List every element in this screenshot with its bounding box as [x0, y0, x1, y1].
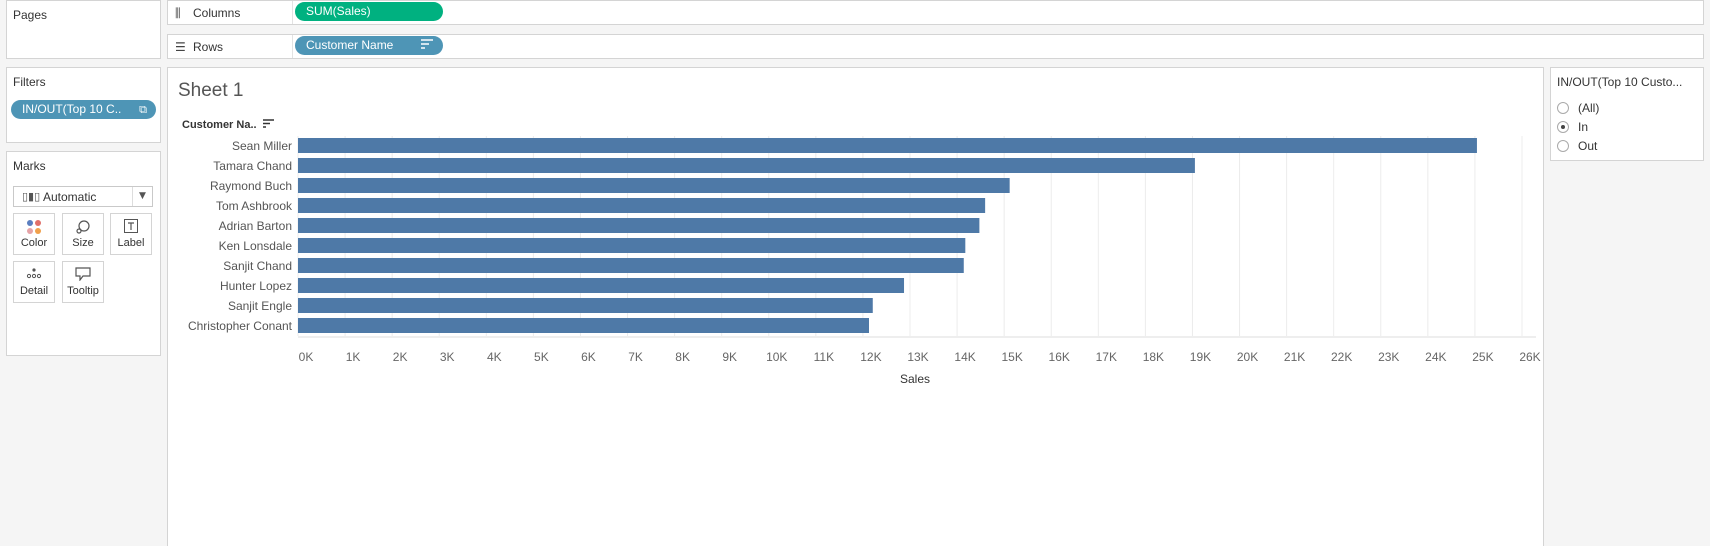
size-icon	[63, 219, 103, 237]
filter-pill-label: IN/OUT(Top 10 C..	[22, 102, 122, 116]
label-button[interactable]: Label	[110, 213, 152, 255]
radio-out-label: Out	[1578, 139, 1598, 153]
bar-chart-icon: ▯▮▯	[22, 190, 41, 203]
columns-label: Columns	[193, 6, 241, 20]
dropdown-arrow-icon: ▼	[132, 187, 152, 206]
color-button[interactable]: Color	[13, 213, 55, 255]
row-header-label: Customer Na..	[182, 119, 257, 131]
radio-out[interactable]	[1557, 140, 1569, 152]
sort-icon	[421, 36, 433, 55]
size-button[interactable]: Size	[62, 213, 104, 255]
label-icon	[111, 219, 151, 237]
radio-all-label: (All)	[1578, 101, 1600, 115]
shelf-divider	[292, 1, 293, 24]
detail-icon	[14, 267, 54, 285]
detail-button[interactable]: Detail	[13, 261, 55, 303]
columns-icon: ⫼	[175, 6, 181, 20]
tooltip-label: Tooltip	[67, 285, 99, 297]
rows-label: Rows	[193, 40, 224, 54]
mark-type-label: Automatic	[43, 190, 97, 204]
row-header: Customer Na..	[182, 119, 274, 131]
tooltip-icon	[63, 267, 103, 285]
customer-name-pill-label: Customer Name	[306, 38, 394, 52]
radio-in-label: In	[1578, 120, 1589, 134]
sheet-view: Sheet 1 Customer Na..	[167, 67, 1544, 546]
rows-icon: ☰	[175, 40, 186, 54]
link-icon: ⧉	[139, 103, 147, 116]
sum-sales-pill[interactable]: SUM(Sales)	[295, 2, 443, 21]
in-out-filter-title: IN/OUT(Top 10 Custo...	[1557, 75, 1683, 89]
radio-all[interactable]	[1557, 102, 1569, 114]
marks-title: Marks	[13, 159, 46, 173]
color-label: Color	[20, 237, 48, 249]
customer-name-pill[interactable]: Customer Name	[295, 36, 443, 55]
sum-sales-pill-label: SUM(Sales)	[306, 4, 371, 18]
size-label: Size	[72, 237, 94, 249]
tooltip-button[interactable]: Tooltip	[62, 261, 104, 303]
in-out-filter-card: IN/OUT(Top 10 Custo...	[1550, 67, 1704, 161]
pages-card[interactable]: Pages	[6, 0, 161, 59]
color-icon	[14, 219, 54, 237]
filter-pill[interactable]: IN/OUT(Top 10 C.. ⧉	[11, 100, 156, 119]
radio-in[interactable]	[1557, 121, 1569, 133]
label-label: Label	[117, 237, 145, 249]
pages-title: Pages	[13, 8, 48, 22]
filters-card: Filters IN/OUT(Top 10 C.. ⧉	[6, 67, 161, 143]
shelf-divider	[292, 35, 293, 58]
detail-label: Detail	[19, 285, 49, 297]
row-header-sort-icon[interactable]	[262, 119, 274, 128]
sheet-title: Sheet 1	[178, 80, 244, 101]
mark-type-dropdown[interactable]: ▯▮▯ Automatic ▼	[13, 186, 153, 207]
filters-title: Filters	[13, 75, 46, 89]
